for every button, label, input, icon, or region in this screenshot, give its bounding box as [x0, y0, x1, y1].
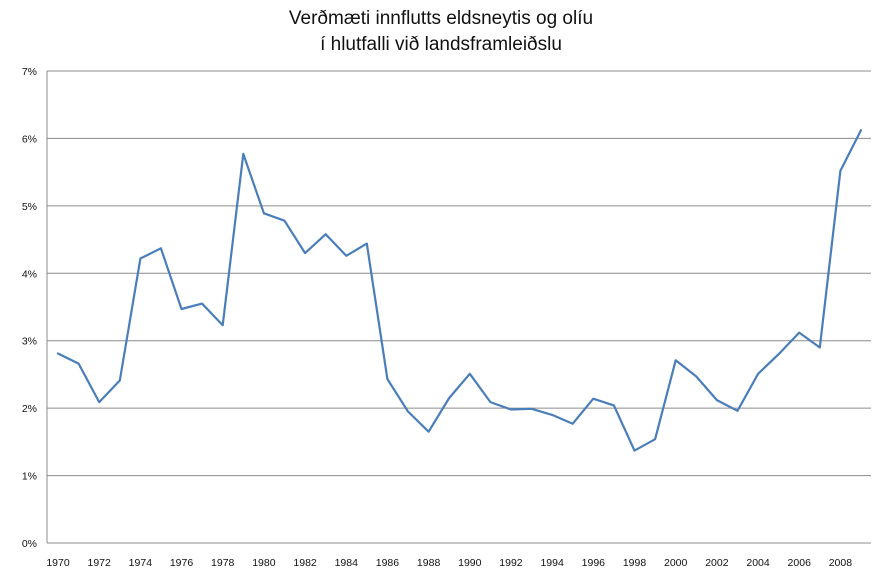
data-point-1994	[550, 413, 554, 417]
x-tick-label: 1984	[335, 557, 359, 569]
data-point-1991	[488, 400, 492, 404]
data-point-1984	[344, 254, 348, 258]
data-point-1993	[530, 407, 534, 411]
x-tick-label: 1986	[376, 557, 400, 569]
x-tick-label: 1980	[252, 557, 276, 569]
data-point-1980	[262, 211, 266, 215]
data-point-1971	[77, 362, 81, 366]
y-tick-label: 5%	[22, 201, 37, 213]
data-point-1974	[138, 256, 142, 260]
data-point-1990	[468, 372, 472, 376]
chart-title-line-2: í hlutfalli við landsframleiðslu	[320, 34, 562, 55]
data-point-2002	[715, 398, 719, 402]
x-tick-label: 2008	[829, 557, 853, 569]
series-line-group	[56, 128, 863, 453]
data-point-1996	[591, 397, 595, 401]
data-point-1998	[633, 449, 637, 453]
series-line	[56, 129, 863, 452]
x-tick-label: 1998	[623, 557, 647, 569]
y-axis-ticks: 0% 1% 2% 3% 4% 5% 6% 7%	[22, 66, 37, 550]
y-tick-label: 4%	[22, 268, 37, 280]
data-point-2009	[859, 128, 863, 132]
data-point-1976	[180, 307, 184, 311]
x-tick-label: 1970	[46, 557, 70, 569]
data-point-2000	[674, 358, 678, 362]
y-tick-label: 2%	[22, 403, 37, 415]
data-point-1981	[282, 219, 286, 223]
data-point-2003	[735, 409, 739, 413]
x-axis-ticks: 1970 1972 1974 1976 1978 1980 1982 1984 1986 1988…	[46, 557, 852, 569]
y-tick-label: 0%	[22, 538, 37, 550]
data-point-2001	[694, 374, 698, 378]
x-tick-label: 1992	[499, 557, 523, 569]
data-point-1985	[365, 242, 369, 246]
y-tick-label: 7%	[22, 66, 37, 78]
data-point-1982	[303, 251, 307, 255]
data-point-1977	[200, 302, 204, 306]
data-point-1988	[427, 430, 431, 434]
data-point-1989	[447, 396, 451, 400]
x-tick-label: 1972	[87, 557, 111, 569]
x-tick-label: 1996	[582, 557, 606, 569]
x-tick-label: 2000	[664, 557, 688, 569]
data-point-2004	[756, 372, 760, 376]
data-point-1978	[221, 323, 225, 327]
data-point-1995	[571, 422, 575, 426]
data-point-1992	[509, 407, 513, 411]
x-tick-label: 1974	[129, 557, 153, 569]
data-point-1997	[612, 403, 616, 407]
x-tick-label: 1994	[540, 557, 564, 569]
y-tick-label: 6%	[22, 133, 37, 145]
data-point-2006	[797, 331, 801, 335]
data-point-1986	[385, 377, 389, 381]
data-point-1973	[118, 378, 122, 382]
x-tick-label: 1978	[211, 557, 235, 569]
y-tick-label: 1%	[22, 471, 37, 483]
chart-title-line-1: Verðmæti innflutts eldsneytis og olíu	[288, 8, 594, 29]
x-tick-label: 2004	[746, 557, 770, 569]
data-point-1987	[406, 410, 410, 414]
x-tick-label: 2002	[705, 557, 729, 569]
x-tick-label: 1990	[458, 557, 482, 569]
x-tick-label: 1976	[170, 557, 194, 569]
data-point-1972	[97, 400, 101, 404]
data-point-2008	[838, 169, 842, 173]
gridlines	[46, 70, 871, 544]
data-point-2005	[777, 352, 781, 356]
y-tick-label: 3%	[22, 336, 37, 348]
data-point-1970	[56, 352, 60, 356]
x-tick-label: 1982	[293, 557, 317, 569]
x-tick-label: 1988	[417, 557, 441, 569]
x-tick-label: 2006	[788, 557, 812, 569]
data-point-1975	[159, 246, 163, 250]
data-point-1999	[653, 437, 657, 441]
data-point-1979	[241, 152, 245, 156]
data-point-1983	[324, 232, 328, 236]
data-point-2007	[818, 345, 822, 349]
